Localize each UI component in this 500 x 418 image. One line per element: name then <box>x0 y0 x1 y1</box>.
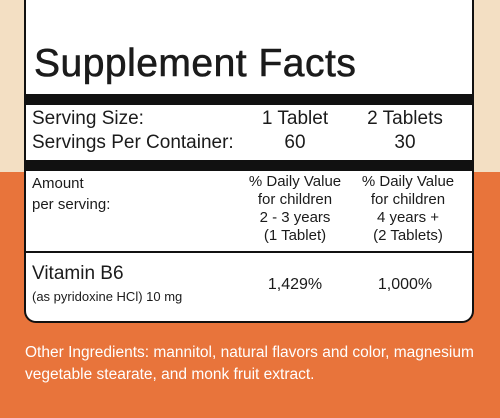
thick-divider-top <box>26 94 472 105</box>
daily-value-header-col1: % Daily Value for children 2 - 3 years (… <box>248 173 342 244</box>
nutrient-name: Vitamin B6 <box>32 263 124 284</box>
thick-divider-middle <box>26 160 472 171</box>
amount-per-serving-header: Amount per serving: <box>32 175 111 213</box>
servings-col2: 30 <box>394 132 416 153</box>
servings-col1: 60 <box>284 132 306 153</box>
serving-size-label: Serving Size: <box>32 108 144 129</box>
serving-size-col1: 1 Tablet <box>261 108 329 129</box>
daily-value-header-col2: % Daily Value for children 4 years + (2 … <box>361 173 455 244</box>
other-ingredients: Other Ingredients: mannitol, natural fla… <box>25 344 474 383</box>
supplement-facts-panel: Supplement Facts Serving Size: 1 Tablet … <box>24 0 474 323</box>
panel-title: Supplement Facts <box>34 42 357 86</box>
servings-per-container-label: Servings Per Container: <box>32 132 234 153</box>
nutrient-dv-col2: 1,000% <box>377 276 433 293</box>
serving-size-col2: 2 Tablets <box>367 108 443 129</box>
thin-divider <box>26 251 472 253</box>
nutrient-source: (as pyridoxine HCl) 10 mg <box>32 289 183 304</box>
nutrient-dv-col1: 1,429% <box>267 276 323 293</box>
